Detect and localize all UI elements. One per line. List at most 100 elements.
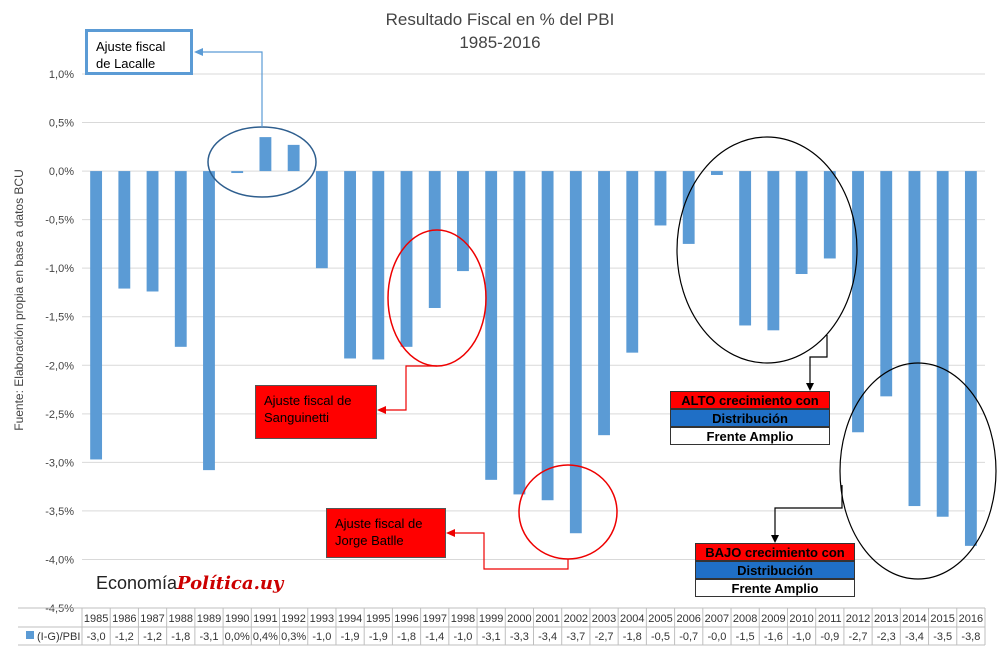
data-label: -2,7 [849, 631, 868, 643]
x-tick-label: 2002 [564, 613, 588, 625]
data-label: -3,4 [538, 631, 557, 643]
x-tick-label: 1998 [451, 613, 475, 625]
x-tick-label: 1990 [225, 613, 249, 625]
data-label: -3,1 [482, 631, 501, 643]
bar [146, 171, 159, 292]
y-tick-label: -1,0% [45, 263, 74, 275]
x-tick-label: 1993 [310, 613, 334, 625]
x-tick-label: 1995 [366, 613, 390, 625]
data-label: -1,9 [341, 631, 360, 643]
bar [174, 171, 187, 347]
alto-line-1: ALTO crecimiento con [670, 391, 830, 409]
bar [400, 171, 413, 347]
alto-line-2: Distribución [670, 409, 830, 427]
bar [852, 171, 864, 433]
annotation-lacalle: Ajuste fiscal de Lacalle [85, 29, 193, 75]
y-tick-label: -3,0% [45, 457, 74, 469]
data-label: 0,3% [281, 631, 306, 643]
bar [457, 171, 469, 272]
data-label: -1,9 [369, 631, 388, 643]
x-tick-label: 2004 [620, 613, 644, 625]
data-label: -3,5 [933, 631, 952, 643]
data-label: -2,3 [877, 631, 896, 643]
bar [964, 171, 977, 546]
bajo-line-1: BAJO crecimiento con [695, 543, 855, 561]
x-tick-label: 1985 [84, 613, 108, 625]
bar [569, 171, 582, 534]
data-label: -0,9 [820, 631, 839, 643]
data-label: -3,4 [905, 631, 924, 643]
data-label: 0,4% [253, 631, 278, 643]
bar [823, 171, 836, 259]
bar [598, 171, 610, 436]
connector-batlle [451, 532, 569, 570]
x-tick-label: 2013 [874, 613, 898, 625]
arrow-bajo [771, 535, 779, 543]
chart-title: Resultado Fiscal en % del PBI [385, 10, 615, 29]
x-tick-label: 1991 [253, 613, 277, 625]
x-tick-label: 2008 [733, 613, 757, 625]
annotation-bajo-crecimiento: BAJO crecimiento con Distribución Frente… [695, 543, 855, 597]
data-label: -1,0 [312, 631, 331, 643]
x-tick-label: 2007 [705, 613, 729, 625]
y-tick-label: -4,5% [45, 603, 74, 615]
data-label: -3,1 [200, 631, 219, 643]
x-tick-label: 2015 [930, 613, 954, 625]
logo: EconomíaPolítica.uy [96, 573, 283, 594]
arrow-batlle [446, 529, 455, 537]
bar [428, 171, 441, 308]
x-tick-label: 2012 [846, 613, 870, 625]
legend-swatch [26, 631, 34, 639]
bajo-line-3: Frente Amplio [695, 579, 855, 597]
data-label: -2,7 [595, 631, 614, 643]
data-label: -0,0 [707, 631, 726, 643]
data-label: -1,0 [453, 631, 472, 643]
y-tick-label: -0,5% [45, 215, 74, 227]
bar [880, 171, 893, 397]
y-tick-label: 1,0% [49, 69, 74, 81]
x-tick-label: 2009 [761, 613, 785, 625]
y-tick-label: -3,5% [45, 506, 74, 518]
connector-lacalle [200, 51, 263, 127]
x-tick-label: 2016 [959, 613, 983, 625]
data-label: -0,5 [651, 631, 670, 643]
arrow-sanguinetti [377, 406, 386, 414]
bar [513, 171, 526, 495]
bar [682, 171, 695, 244]
x-tick-label: 1988 [169, 613, 193, 625]
arrow-lacalle [194, 48, 203, 56]
x-tick-label: 2001 [535, 613, 559, 625]
bar [710, 171, 723, 175]
bar [315, 171, 328, 269]
logo-politica: Política [177, 573, 254, 594]
ellipse-bajo [839, 362, 997, 580]
bar [90, 171, 103, 460]
x-tick-label: 1994 [338, 613, 362, 625]
connector-sanguinetti [382, 365, 437, 411]
data-label: -1,4 [425, 631, 444, 643]
ellipse-batlle [518, 464, 618, 560]
data-label: -3,7 [566, 631, 585, 643]
annotation-batlle: Ajuste fiscal de Jorge Batlle [326, 508, 446, 558]
data-label: -1,8 [623, 631, 642, 643]
y-tick-label: -2,5% [45, 409, 74, 421]
x-tick-label: 2005 [648, 613, 672, 625]
bar [259, 137, 272, 172]
logo-uy: .uy [253, 573, 284, 594]
y-tick-label: 0,0% [49, 166, 74, 178]
x-tick-label: 2010 [789, 613, 813, 625]
x-tick-label: 2014 [902, 613, 926, 625]
x-tick-label: 1986 [112, 613, 136, 625]
x-tick-label: 1987 [140, 613, 164, 625]
data-label: 0,0% [225, 631, 250, 643]
data-label: -0,7 [679, 631, 698, 643]
data-label: -1,8 [171, 631, 190, 643]
x-tick-label: 2000 [507, 613, 531, 625]
data-label: -1,2 [115, 631, 134, 643]
x-tick-label: 2011 [818, 613, 842, 625]
x-tick-label: 1996 [394, 613, 418, 625]
bar [908, 171, 921, 507]
bar [767, 171, 780, 331]
x-tick-label: 1997 [422, 613, 446, 625]
bar [739, 171, 752, 326]
